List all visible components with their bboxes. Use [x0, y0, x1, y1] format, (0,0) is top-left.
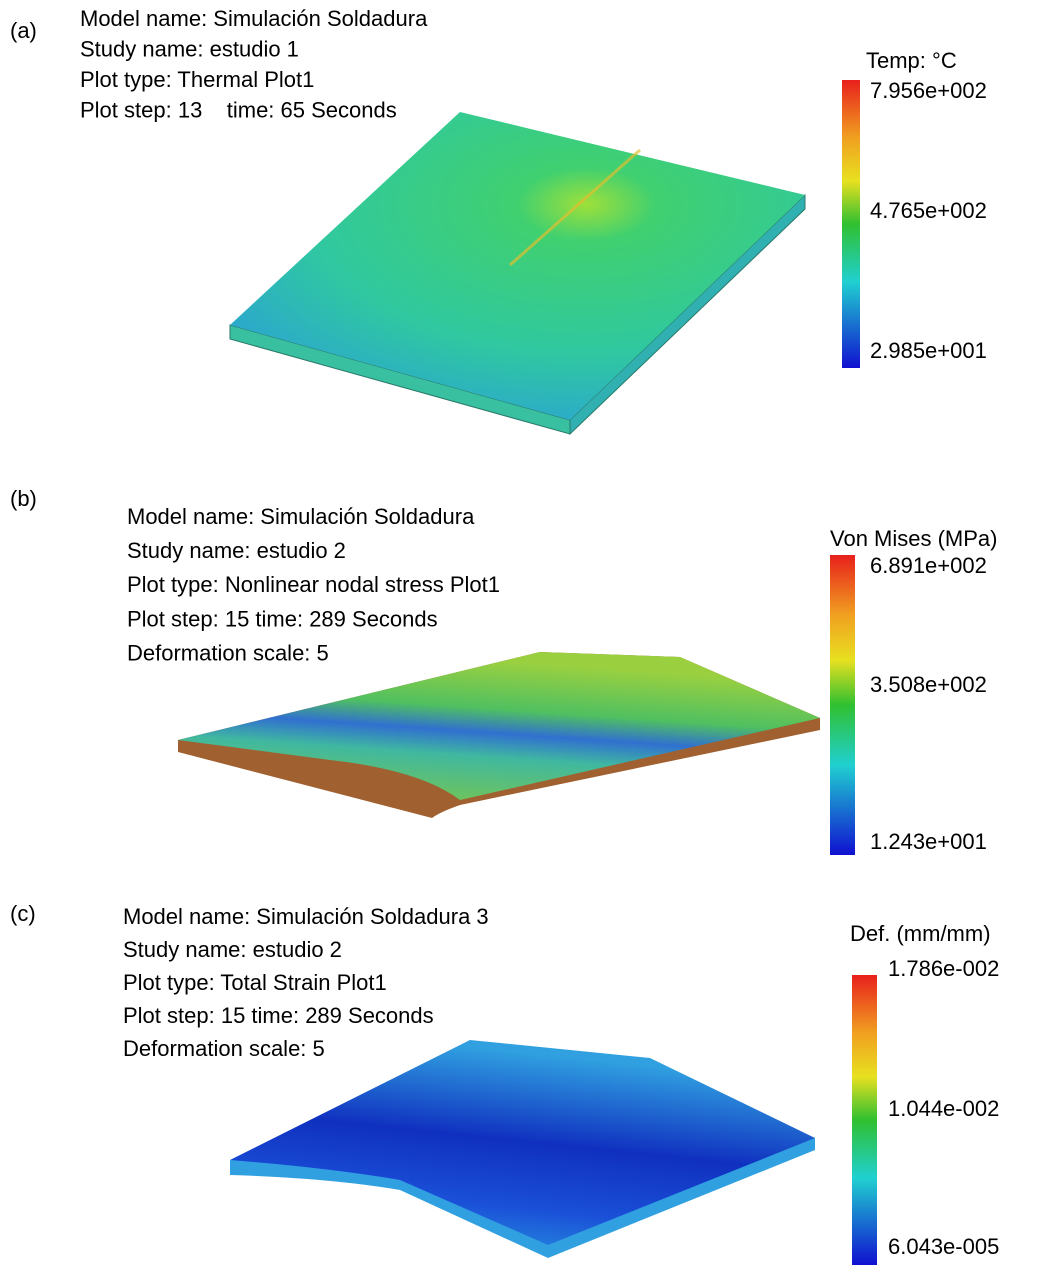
info-line: Model name: Simulación Soldadura	[80, 6, 428, 31]
info-line: Model name: Simulación Soldadura 3	[123, 904, 489, 929]
legend-tick-label: 1.044e-002	[888, 1096, 999, 1121]
info-line: Plot type: Thermal Plot1	[80, 67, 314, 92]
legend-tick-label: 6.043e-005	[888, 1234, 999, 1259]
colorbar	[842, 80, 860, 368]
legend-tick-label: 4.765e+002	[870, 198, 987, 223]
info-line: Plot step: 15 time: 289 Seconds	[127, 606, 438, 631]
panel-label: (a)	[10, 18, 37, 43]
info-line: Plot type: Total Strain Plot1	[123, 970, 387, 995]
info-line: Study name: estudio 1	[80, 36, 299, 61]
legend-title: Def. (mm/mm)	[850, 921, 991, 946]
plate-a	[229, 112, 806, 436]
legend-tick-label: 1.243e+001	[870, 829, 987, 854]
legend-title: Von Mises (MPa)	[830, 526, 998, 551]
info-line: Study name: estudio 2	[123, 937, 342, 962]
colorbar	[852, 975, 877, 1265]
info-line: Plot type: Nonlinear nodal stress Plot1	[127, 572, 500, 597]
plate-b	[178, 652, 820, 818]
info-line: Study name: estudio 2	[127, 538, 346, 563]
info-line: Plot step: 13 time: 65 Seconds	[80, 97, 397, 122]
legend-tick-label: 2.985e+001	[870, 338, 987, 363]
info-line: Plot step: 15 time: 289 Seconds	[123, 1003, 434, 1028]
legend-title: Temp: °C	[866, 48, 957, 73]
info-line: Deformation scale: 5	[127, 641, 329, 666]
colorbar	[830, 555, 855, 855]
info-line: Model name: Simulación Soldadura	[127, 504, 475, 529]
legend-tick-label: 3.508e+002	[870, 672, 987, 697]
plate-c	[230, 1040, 815, 1258]
legend-tick-label: 7.956e+002	[870, 78, 987, 103]
legend-tick-label: 6.891e+002	[870, 553, 987, 578]
panel-label: (c)	[10, 901, 36, 926]
panel-label: (b)	[10, 486, 37, 511]
info-line: Deformation scale: 5	[123, 1036, 325, 1061]
legend-tick-label: 1.786e-002	[888, 956, 999, 981]
